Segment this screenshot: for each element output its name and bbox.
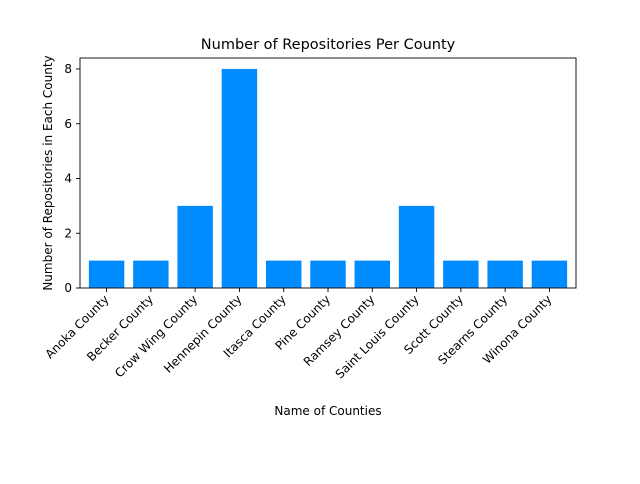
bar-4 [266,260,302,288]
y-axis-ticks: 0 2 4 6 8 [64,62,80,295]
chart-title: Number of Repositories Per County [201,37,456,53]
y-tick-label-0: 0 [64,281,72,295]
bars-layer [88,68,568,288]
y-axis-label: Number of Repositories in Each County [41,55,55,290]
bar-8 [443,260,479,288]
y-tick-label-1: 2 [64,226,72,240]
bar-5 [310,260,346,288]
bar-10 [531,260,568,288]
bar-9 [487,260,523,288]
bar-0 [88,260,125,288]
plot-area-frame [79,57,577,289]
y-tick-label-3: 6 [64,117,72,131]
bar-2 [177,205,213,288]
bar-1 [133,260,169,288]
bar-3 [221,68,258,288]
x-axis-label: Name of Counties [274,404,381,418]
y-tick-label-4: 8 [64,62,72,76]
bar-7 [398,205,435,288]
y-tick-label-2: 4 [64,172,72,186]
bar-6 [354,260,390,288]
